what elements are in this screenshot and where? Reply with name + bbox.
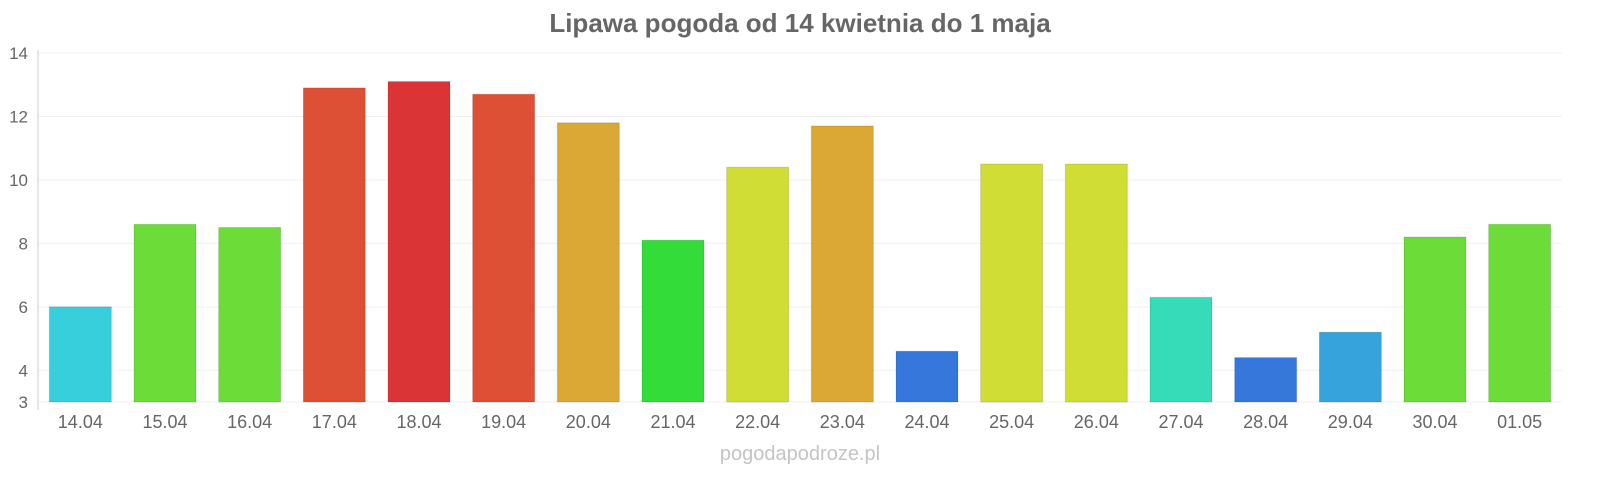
x-tick-label: 15.04 xyxy=(142,412,187,432)
bar-26.04[interactable] xyxy=(1064,163,1128,403)
y-tick-label: 6 xyxy=(19,298,28,317)
x-tick-label: 14.04 xyxy=(58,412,103,432)
x-tick-label: 17.04 xyxy=(312,412,357,432)
bar-19.04[interactable] xyxy=(472,93,536,403)
bar-15.04[interactable] xyxy=(133,223,197,403)
x-tick-label: 01.05 xyxy=(1497,412,1542,432)
x-tick-label: 28.04 xyxy=(1243,412,1288,432)
bar-16.04[interactable] xyxy=(218,227,282,403)
bar-14.04[interactable] xyxy=(48,306,112,403)
bar-29.04[interactable] xyxy=(1318,331,1382,403)
x-tick-label: 20.04 xyxy=(566,412,611,432)
bar-21.04[interactable] xyxy=(641,239,705,403)
x-tick-label: 26.04 xyxy=(1074,412,1119,432)
x-tick-label: 18.04 xyxy=(396,412,441,432)
x-tick-label: 21.04 xyxy=(650,412,695,432)
x-tick-label: 24.04 xyxy=(904,412,949,432)
watermark: pogodapodroze.pl xyxy=(720,443,880,465)
x-tick-label: 30.04 xyxy=(1412,412,1457,432)
x-tick-label: 19.04 xyxy=(481,412,526,432)
y-tick-label: 12 xyxy=(9,107,28,126)
bar-23.04[interactable] xyxy=(810,125,874,403)
bar-20.04[interactable] xyxy=(556,122,620,403)
bar-22.04[interactable] xyxy=(726,166,790,403)
x-tick-label: 27.04 xyxy=(1158,412,1203,432)
y-tick-label: 8 xyxy=(19,234,28,253)
bar-24.04[interactable] xyxy=(895,350,959,403)
y-tick-label: 14 xyxy=(9,44,28,63)
x-tick-label: 23.04 xyxy=(820,412,865,432)
x-tick-label: 25.04 xyxy=(989,412,1034,432)
bar-17.04[interactable] xyxy=(302,87,366,403)
bar-27.04[interactable] xyxy=(1149,296,1213,403)
x-tick-label: 22.04 xyxy=(735,412,780,432)
bar-18.04[interactable] xyxy=(387,81,451,403)
y-tick-label: 10 xyxy=(9,171,28,190)
bar-28.04[interactable] xyxy=(1234,357,1298,403)
bar-25.04[interactable] xyxy=(980,163,1044,403)
x-tick-label: 16.04 xyxy=(227,412,272,432)
bar-01.05[interactable] xyxy=(1488,223,1552,403)
x-tick-label: 29.04 xyxy=(1328,412,1373,432)
y-tick-label: 3 xyxy=(19,393,28,412)
y-tick-label: 4 xyxy=(19,361,28,380)
bar-30.04[interactable] xyxy=(1403,236,1467,403)
chart-title: Lipawa pogoda od 14 kwietnia do 1 maja xyxy=(549,8,1051,38)
